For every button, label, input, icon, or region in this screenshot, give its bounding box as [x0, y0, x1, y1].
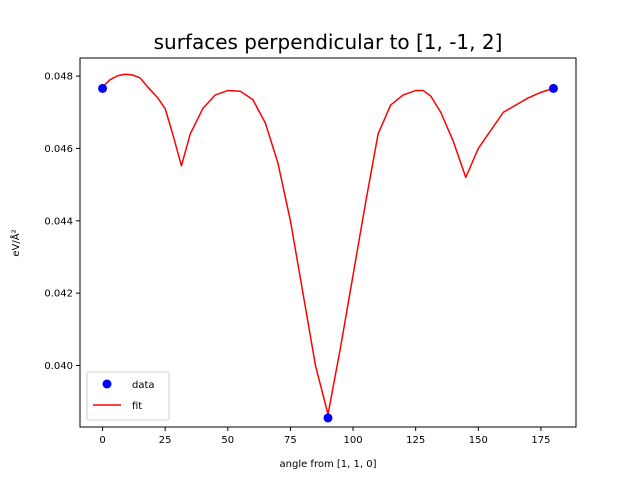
- y-axis-label: eV/Å²: [9, 229, 22, 256]
- x-tick-label: 0: [99, 435, 105, 446]
- y-tick-label: 0.040: [44, 361, 73, 372]
- y-tick-label: 0.046: [44, 144, 73, 155]
- x-axis-label: angle from [1, 1, 0]: [280, 459, 377, 470]
- y-axis: 0.040 0.042 0.044 0.046 0.048: [44, 72, 80, 372]
- x-tick-label: 150: [469, 435, 488, 446]
- x-tick-label: 175: [531, 435, 550, 446]
- x-tick-label: 25: [159, 435, 172, 446]
- data-point: [323, 413, 333, 423]
- data-point: [98, 83, 108, 93]
- legend-label-fit: fit: [132, 401, 142, 412]
- x-tick-label: 75: [284, 435, 297, 446]
- fit-series-line: [102, 73, 554, 416]
- legend-marker-data: [102, 379, 112, 389]
- y-tick-label: 0.042: [44, 289, 73, 300]
- data-point: [548, 83, 558, 93]
- x-axis: 0 25 50 75 100 125 150 175: [99, 427, 550, 446]
- legend-label-data: data: [132, 380, 155, 391]
- x-tick-label: 100: [344, 435, 363, 446]
- legend: data fit: [86, 371, 170, 421]
- y-tick-label: 0.044: [44, 216, 73, 227]
- chart-title: surfaces perpendicular to [1, -1, 2]: [154, 30, 503, 54]
- x-tick-label: 50: [221, 435, 234, 446]
- legend-box: [86, 371, 170, 421]
- plot-area: [98, 73, 558, 423]
- y-tick-label: 0.048: [44, 72, 73, 83]
- axes-frame: [79, 57, 577, 428]
- x-tick-label: 125: [406, 435, 425, 446]
